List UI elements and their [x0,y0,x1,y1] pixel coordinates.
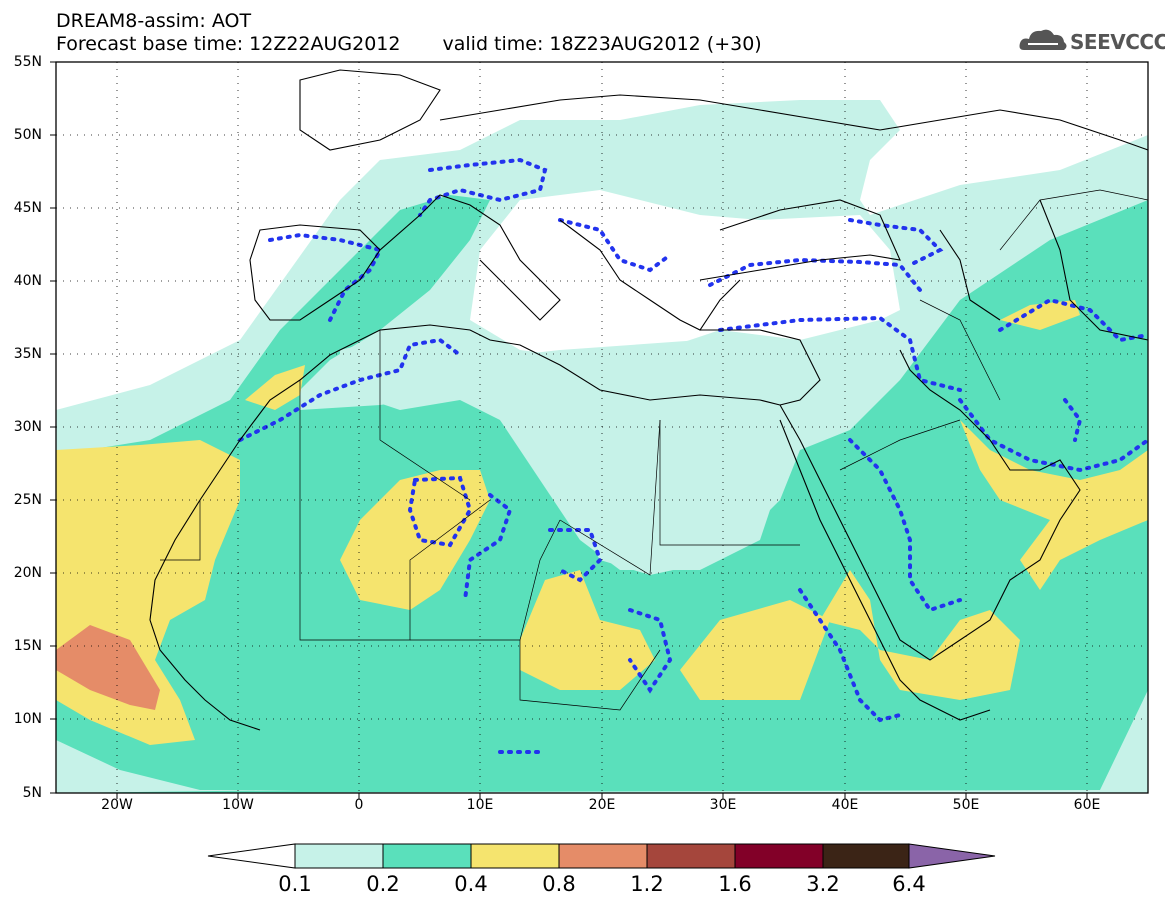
lat-label: 30N [13,419,42,435]
aot-band-0.1-egypt [470,340,800,570]
dust-horn-africa [820,570,1020,700]
coastline-british-isles [299,69,441,151]
dust-chad [520,570,655,690]
border-kazakhstan [999,189,1148,251]
contour-arabia [848,438,962,613]
lon-label: 30E [709,797,737,813]
valid-time-label: valid time: 18Z23AUG2012 (+30) [442,33,762,55]
border-chad-libya [559,419,661,576]
lat-label: 5N [22,785,42,801]
coastline-arabia [779,349,1081,661]
coastline-levant [700,329,821,406]
colorbar-label: 3.2 [806,872,840,896]
contour-zagros [998,297,1148,343]
contour-darfur [628,608,673,694]
lat-label: 35N [13,346,42,362]
contour-balkans [558,218,672,273]
lat-label: 25N [13,492,42,508]
colorbar-label: 0.4 [454,872,488,896]
contour-tibesti [463,493,513,602]
lon-label: 10E [466,797,494,813]
lat-label: 40N [13,273,42,289]
graticule [56,62,1148,793]
colorbar-label: 0.2 [366,872,400,896]
coastline-red-sea-west [779,419,991,721]
coastline-balkans [559,219,741,331]
colorbar-bin-1.6 [734,843,824,869]
contour-red-sea [798,588,902,723]
time-info: Forecast base time: 12Z22AUG2012 valid ti… [56,33,762,55]
colorbar-label: 1.6 [718,872,752,896]
lat-label: 10N [13,711,42,727]
contour-hoggar [407,475,473,548]
coastlines [149,69,1148,731]
colorbar [207,843,996,869]
border-iraq-iran [919,299,1001,401]
coastline-black-sea [699,199,901,281]
border-algeria [379,330,471,501]
dust-iran [1000,300,1080,330]
lon-label: 60E [1073,797,1101,813]
contour-alps [418,157,548,217]
map-title: DREAM8-assim: AOT [56,10,252,32]
border-niger [410,519,561,641]
colorbar-bin-0.4 [470,843,560,869]
axis-ticks [50,61,1088,799]
lon-label: 20E [588,797,616,813]
border-saudi [839,419,961,471]
coastline-west-africa [149,439,261,731]
border-egypt-sudan [659,420,800,546]
lat-label: 15N [13,638,42,654]
coastline-caspian-east [1039,199,1148,341]
lon-label: 10W [222,797,254,813]
colorbar-label: 0.1 [278,872,312,896]
colorbar-bin-0.1 [294,843,384,869]
dust-atlantic-core [56,625,160,710]
lat-label: 20N [13,565,42,581]
contour-caucasus [848,218,944,267]
lon-label: 20W [101,797,133,813]
coastline-iberia [249,224,381,321]
colorbar-label: 6.4 [892,872,926,896]
border-chad [519,640,661,711]
coastline-italy [379,194,561,321]
dust-sudan [680,600,830,700]
colorbar-bin-0.8 [558,843,648,869]
seevccc-logo: SEEVCCC [1018,24,1165,58]
logo-text: SEEVCCC [1070,30,1165,54]
contour-anatolia [708,257,922,292]
dust-arabia [960,420,1148,590]
aot-band-0.1-south [56,740,300,793]
contour-gulf [958,398,1148,473]
colorbar-bin-1.2 [646,843,736,869]
lon-label: 0 [354,797,364,813]
lat-label: 45N [13,200,42,216]
dust-algeria [340,470,490,610]
border-western-sahara [160,500,201,561]
aot-band-0.1-inner [340,340,470,410]
colorbar-bin-3.2 [822,843,910,869]
political-borders [160,189,1148,711]
base-time-label: Forecast base time: 12Z22AUG2012 [56,33,401,55]
aot-field [56,62,1148,793]
colorbar-bin-0.2 [382,843,472,869]
lat-label: 50N [13,127,42,143]
contour-levant [718,315,962,392]
lon-label: 40E [831,797,859,813]
cloud-icon [1019,29,1067,50]
colorbar-label: 0.8 [542,872,576,896]
coastline-north-europe [439,94,1148,151]
colorbar-under [207,843,296,869]
lat-label: 55N [13,54,42,70]
dust-morocco [245,365,305,410]
colorbar-over [908,843,996,869]
coastline-caspian-west [939,229,1001,321]
contour-iran-inner [1063,398,1083,442]
lon-label: 50E [952,797,980,813]
colorbar-label: 1.2 [630,872,664,896]
